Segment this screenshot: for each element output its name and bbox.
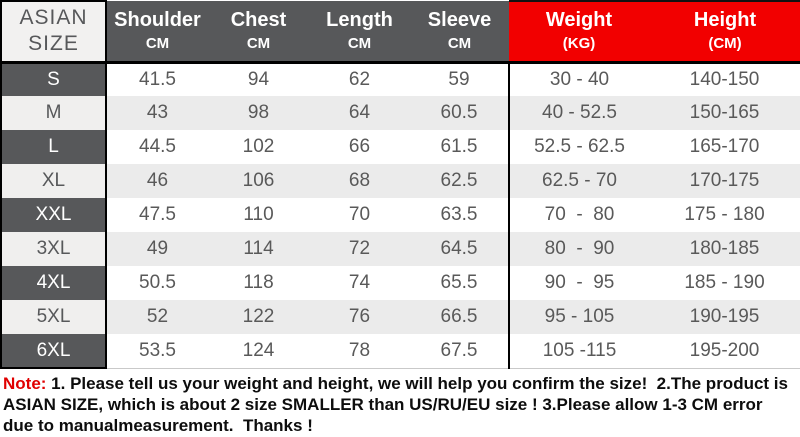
- col-header-chest: Chest CM: [208, 1, 309, 64]
- chest-cell: 98: [247, 102, 270, 123]
- shoulder-cell: 43: [146, 102, 169, 123]
- table-row: L 44.5 102 66 61.5 52.5 - 62.5 165-170: [0, 130, 800, 164]
- height-cell: 170-175: [649, 164, 800, 198]
- size-cell: M: [0, 96, 107, 130]
- weight-cell: 40 - 52.5: [508, 96, 649, 130]
- size-note: Note: 1. Please tell us your weight and …: [0, 373, 800, 436]
- length-cell: 68: [348, 170, 371, 191]
- asian-size-header: ASIAN SIZE: [0, 0, 107, 64]
- weight-cell: 90 - 95: [508, 266, 649, 300]
- shoulder-cell: 47.5: [139, 204, 176, 225]
- chest-cell: 106: [242, 170, 275, 191]
- size-chart-table: ASIAN SIZE Shoulder CM Chest CM Length C…: [0, 0, 800, 369]
- asian-size-line1: ASIAN: [19, 6, 88, 30]
- length-cell: 62: [348, 68, 371, 90]
- sleeve-cell: 62.5: [440, 170, 478, 191]
- shoulder-cell: 41.5: [139, 68, 176, 90]
- sleeve-cell: 61.5: [440, 136, 478, 157]
- sleeve-cell: 65.5: [440, 272, 478, 293]
- size-cell: XL: [0, 164, 107, 198]
- shoulder-cell: 46: [146, 170, 169, 191]
- table-row: M 43 98 64 60.5 40 - 52.5 150-165: [0, 96, 800, 130]
- length-cell: 64: [348, 102, 371, 123]
- height-cell: 195-200: [649, 334, 800, 369]
- height-cell: 165-170: [649, 130, 800, 164]
- size-cell: L: [0, 130, 107, 164]
- col-header-height: Height (CM): [649, 0, 800, 64]
- chest-cell: 102: [242, 136, 275, 157]
- size-cell: XXL: [0, 198, 107, 232]
- shoulder-cell: 44.5: [139, 136, 176, 157]
- height-cell: 175 - 180: [649, 198, 800, 232]
- height-cell: 140-150: [649, 62, 800, 96]
- col-header-shoulder: Shoulder CM: [106, 1, 208, 64]
- length-cell: 76: [348, 306, 371, 327]
- chest-cell: 118: [243, 272, 274, 293]
- length-cell: 74: [348, 272, 371, 293]
- size-cell: S: [0, 62, 107, 96]
- weight-cell: 95 - 105: [508, 300, 649, 334]
- size-cell: 3XL: [0, 232, 107, 266]
- table-row: XL 46 106 68 62.5 62.5 - 70 170-175: [0, 164, 800, 198]
- table-row: XXL 47.5 110 70 63.5 70 - 80 175 - 180: [0, 198, 800, 232]
- shoulder-cell: 53.5: [106, 334, 208, 369]
- shoulder-cell: 52: [146, 306, 169, 327]
- size-cell: 6XL: [0, 334, 107, 369]
- weight-cell: 30 - 40: [508, 62, 649, 96]
- weight-cell: 80 - 90: [508, 232, 649, 266]
- table-row: 5XL 52 122 76 66.5 95 - 105 190-195: [0, 300, 800, 334]
- length-cell: 78: [309, 334, 410, 369]
- sleeve-cell: 63.5: [440, 204, 478, 225]
- height-cell: 185 - 190: [649, 266, 800, 300]
- height-cell: 180-185: [649, 232, 800, 266]
- table-row: 6XL 53.5 124 78 67.5 105 -115 195-200: [0, 334, 800, 369]
- shoulder-cell: 49: [146, 238, 169, 259]
- weight-cell: 62.5 - 70: [508, 164, 649, 198]
- note-label: Note:: [3, 374, 47, 393]
- table-row: 3XL 49 114 72 64.5 80 - 90 180-185: [0, 232, 800, 266]
- table-row: 4XL 50.5 118 74 65.5 90 - 95 185 - 190: [0, 266, 800, 300]
- col-header-weight: Weight (KG): [509, 0, 649, 64]
- length-cell: 70: [348, 204, 371, 225]
- length-cell: 72: [348, 238, 371, 259]
- size-cell: 5XL: [0, 300, 107, 334]
- weight-cell: 52.5 - 62.5: [508, 130, 649, 164]
- chest-cell: 110: [243, 204, 274, 225]
- note-text: 1. Please tell us your weight and height…: [3, 374, 793, 435]
- length-cell: 66: [348, 136, 371, 157]
- chest-cell: 124: [208, 334, 309, 369]
- col-header-sleeve: Sleeve CM: [410, 1, 509, 64]
- asian-size-line2: SIZE: [28, 32, 79, 56]
- header-row: ASIAN SIZE Shoulder CM Chest CM Length C…: [0, 0, 800, 64]
- table-row: S 41.5 94 62 59 30 - 40 140-150: [0, 62, 800, 96]
- shoulder-cell: 50.5: [139, 272, 176, 293]
- size-cell: 4XL: [0, 266, 107, 300]
- sleeve-cell: 64.5: [440, 238, 478, 259]
- height-cell: 150-165: [649, 96, 800, 130]
- sleeve-cell: 67.5: [410, 334, 509, 369]
- sleeve-cell: 66.5: [440, 306, 478, 327]
- sleeve-cell: 59: [448, 68, 470, 90]
- chest-cell: 114: [243, 238, 274, 259]
- col-header-length: Length CM: [309, 1, 410, 64]
- weight-cell: 70 - 80: [508, 198, 649, 232]
- height-cell: 190-195: [649, 300, 800, 334]
- chest-cell: 94: [247, 68, 270, 90]
- chest-cell: 122: [242, 306, 275, 327]
- sleeve-cell: 60.5: [440, 102, 478, 123]
- weight-cell: 105 -115: [508, 334, 649, 369]
